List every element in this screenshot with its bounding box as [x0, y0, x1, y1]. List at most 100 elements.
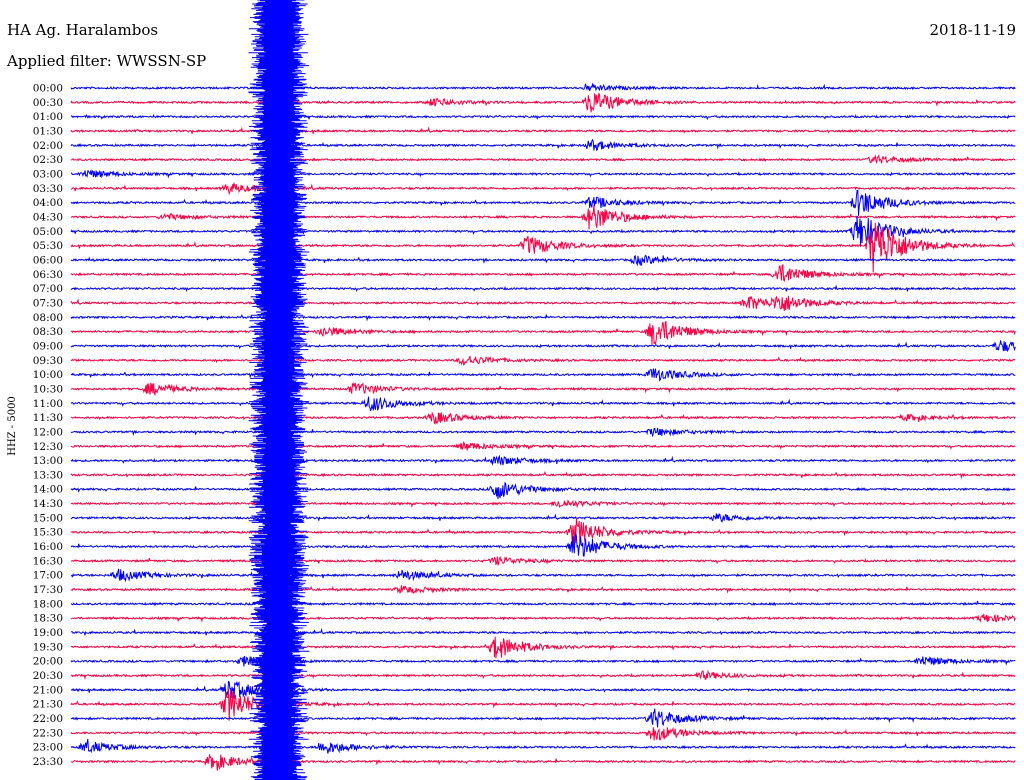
major-event-band — [248, 0, 310, 780]
trace-1230 — [70, 441, 1016, 451]
y-axis-label: HHZ - 5000 — [7, 396, 18, 456]
trace-0700 — [70, 284, 1016, 293]
time-label-2230: 22:30 — [33, 727, 63, 739]
trace-2300 — [70, 738, 1016, 754]
time-label-2130: 21:30 — [33, 699, 63, 711]
time-label-0100: 01:00 — [33, 111, 63, 123]
trace-0330 — [71, 181, 1016, 196]
time-label-1930: 19:30 — [33, 641, 63, 653]
trace-1400 — [70, 481, 1016, 500]
trace-0130 — [70, 126, 1016, 134]
time-label-0330: 03:30 — [33, 183, 63, 195]
time-labels: 00:00 00:30 01:00 01:30 02:00 02:30 03:00 03:30… — [33, 83, 63, 769]
trace-1530 — [70, 518, 1016, 546]
time-label-0030: 00:30 — [33, 97, 63, 109]
time-label-2030: 20:30 — [33, 670, 63, 682]
trace-1500 — [70, 513, 1016, 523]
trace-2200 — [70, 708, 1016, 728]
time-label-1330: 13:30 — [33, 469, 63, 481]
time-label-1800: 18:00 — [33, 598, 63, 610]
trace-1130 — [70, 411, 1016, 425]
trace-1700 — [70, 568, 1016, 583]
time-label-1500: 15:00 — [33, 512, 63, 524]
trace-0230 — [70, 154, 1016, 165]
trace-0200 — [70, 138, 1016, 152]
time-label-2330: 23:30 — [33, 756, 63, 768]
time-label-1730: 17:30 — [33, 584, 63, 596]
trace-0100 — [70, 113, 1016, 121]
time-label-2200: 22:00 — [33, 713, 63, 725]
trace-0400 — [70, 189, 1016, 216]
time-label-1230: 12:30 — [33, 441, 63, 453]
time-label-1900: 19:00 — [33, 627, 63, 639]
time-label-0300: 03:00 — [33, 168, 63, 180]
trace-2230 — [70, 726, 1016, 741]
time-label-1130: 11:30 — [33, 412, 63, 424]
trace-0730 — [70, 295, 1016, 312]
time-label-0630: 06:30 — [33, 269, 63, 281]
time-label-2100: 21:00 — [33, 684, 63, 696]
trace-0430 — [70, 204, 1016, 230]
trace-2030 — [70, 669, 1016, 680]
time-label-1430: 14:30 — [33, 498, 63, 510]
time-label-1400: 14:00 — [33, 484, 63, 496]
time-label-1030: 10:30 — [33, 383, 63, 395]
time-label-0430: 04:30 — [33, 211, 63, 223]
trace-0630 — [70, 264, 1016, 283]
time-label-0930: 09:30 — [33, 355, 63, 367]
time-label-0530: 05:30 — [33, 240, 63, 252]
trace-1100 — [70, 396, 1016, 412]
trace-1430 — [70, 499, 1016, 509]
trace-2100 — [70, 680, 1016, 699]
trace-1800 — [70, 600, 1016, 607]
trace-1600 — [70, 533, 1016, 557]
trace-0900 — [70, 340, 1016, 353]
trace-0030 — [70, 92, 1016, 113]
trace-1000 — [70, 368, 1016, 382]
trace-1900 — [70, 627, 1016, 636]
trace-1330 — [70, 470, 1016, 480]
trace-1200 — [70, 427, 1016, 438]
time-label-0200: 02:00 — [33, 140, 63, 152]
time-label-2000: 20:00 — [33, 656, 63, 668]
trace-2130 — [70, 689, 1016, 721]
time-label-0000: 00:00 — [33, 83, 63, 95]
time-label-0600: 06:00 — [33, 254, 63, 266]
time-label-0230: 02:30 — [33, 154, 63, 166]
traces — [70, 0, 1016, 780]
time-label-1830: 18:30 — [33, 613, 63, 625]
trace-0930 — [70, 355, 1016, 366]
trace-1830 — [70, 613, 1016, 623]
date-label: 2018-11-19 — [930, 21, 1016, 39]
time-label-1700: 17:00 — [33, 570, 63, 582]
time-label-0130: 01:30 — [33, 125, 63, 137]
time-label-1100: 11:00 — [33, 398, 63, 410]
time-label-1600: 16:00 — [33, 541, 63, 553]
time-label-1200: 12:00 — [33, 426, 63, 438]
trace-0530 — [70, 222, 1016, 273]
time-label-1300: 13:00 — [33, 455, 63, 467]
trace-1300 — [70, 454, 1016, 466]
trace-1030 — [70, 382, 1016, 397]
trace-0600 — [70, 254, 1016, 267]
time-label-0400: 04:00 — [33, 197, 63, 209]
station-title: HA Ag. Haralambos — [7, 21, 158, 39]
time-label-1630: 16:30 — [33, 555, 63, 567]
time-label-0830: 08:30 — [33, 326, 63, 338]
time-label-2300: 23:00 — [33, 742, 63, 754]
trace-1930 — [70, 636, 1016, 659]
time-label-0900: 09:00 — [33, 340, 63, 352]
trace-1630 — [70, 556, 1016, 566]
time-label-1000: 10:00 — [33, 369, 63, 381]
trace-2000 — [70, 655, 1016, 667]
time-label-0700: 07:00 — [33, 283, 63, 295]
time-label-1530: 15:30 — [33, 527, 63, 539]
time-label-0730: 07:30 — [33, 297, 63, 309]
time-label-0800: 08:00 — [33, 312, 63, 324]
trace-0800 — [70, 314, 1016, 322]
trace-0300 — [70, 169, 1016, 179]
filter-label: Applied filter: WWSSN-SP — [6, 52, 206, 70]
trace-1730 — [70, 585, 1016, 594]
trace-2330 — [71, 753, 1016, 771]
